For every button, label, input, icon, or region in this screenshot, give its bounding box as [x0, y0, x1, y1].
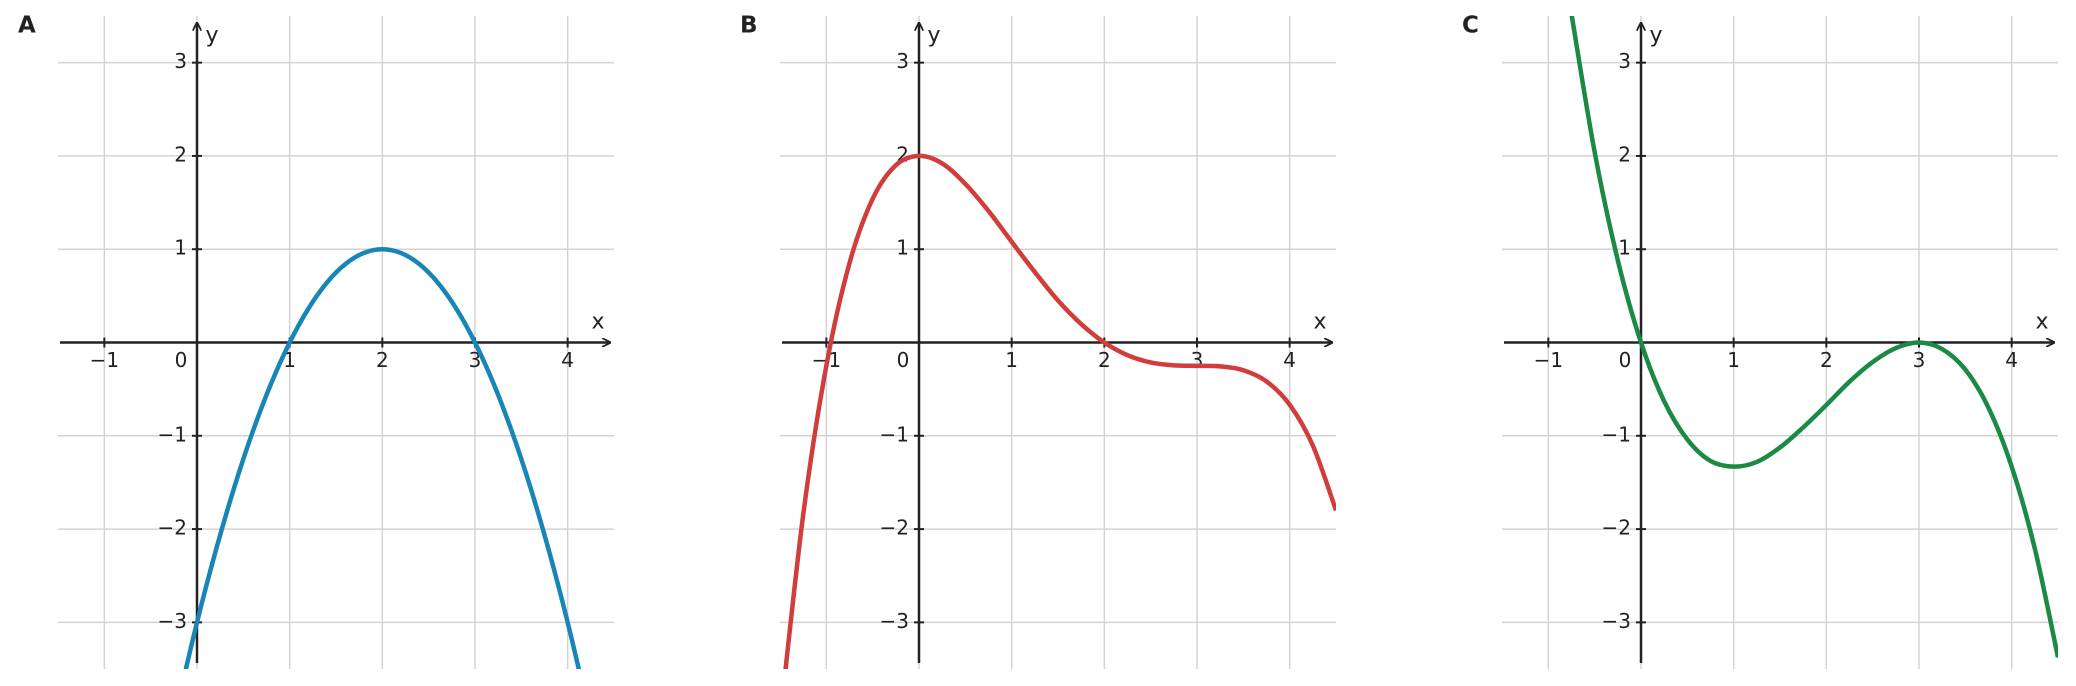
y-tick-label: 2	[1618, 142, 1631, 166]
x-tick-label: 4	[561, 348, 574, 372]
y-tick-label: −1	[158, 422, 187, 446]
panel-title: C	[1462, 13, 1479, 39]
y-tick-label: −2	[880, 516, 909, 540]
curve	[1569, 16, 2058, 658]
y-tick-label: −1	[880, 422, 909, 446]
y-tick-label: 1	[896, 236, 909, 260]
panel-title: A	[18, 13, 36, 39]
x-tick-label: 0	[175, 348, 188, 372]
y-tick-label: 1	[174, 236, 187, 260]
x-tick-label: 4	[1283, 348, 1296, 372]
curve	[183, 246, 582, 669]
y-axis-label: y	[927, 23, 940, 48]
y-tick-label: 3	[1618, 49, 1631, 73]
y-tick-label: −3	[158, 609, 187, 633]
x-tick-label: 3	[1191, 348, 1204, 372]
x-tick-label: −1	[90, 348, 119, 372]
x-tick-label: 4	[2005, 348, 2018, 372]
x-tick-label: −1	[1534, 348, 1563, 372]
y-axis-label: y	[205, 23, 218, 48]
x-tick-label: 0	[1619, 348, 1632, 372]
panel-title: B	[740, 13, 758, 39]
x-tick-label: 1	[1005, 348, 1018, 372]
y-axis-label: y	[1649, 23, 1662, 48]
y-tick-label: −1	[1602, 422, 1631, 446]
x-tick-label: 2	[376, 348, 389, 372]
y-tick-label: 3	[174, 49, 187, 73]
y-tick-label: 1	[1618, 236, 1631, 260]
y-tick-label: −3	[1602, 609, 1631, 633]
x-tick-label: 1	[1727, 348, 1740, 372]
x-tick-label: 0	[897, 348, 910, 372]
x-tick-label: 2	[1820, 348, 1833, 372]
x-axis-label: x	[591, 310, 604, 335]
x-axis-label: x	[2035, 310, 2048, 335]
x-tick-label: 2	[1098, 348, 1111, 372]
curve	[783, 153, 1336, 669]
x-tick-label: 3	[1913, 348, 1926, 372]
x-axis-label: x	[1313, 310, 1326, 335]
y-tick-label: −3	[880, 609, 909, 633]
y-tick-label: 3	[896, 49, 909, 73]
y-tick-label: −2	[158, 516, 187, 540]
y-tick-label: −2	[1602, 516, 1631, 540]
y-tick-label: 2	[174, 142, 187, 166]
